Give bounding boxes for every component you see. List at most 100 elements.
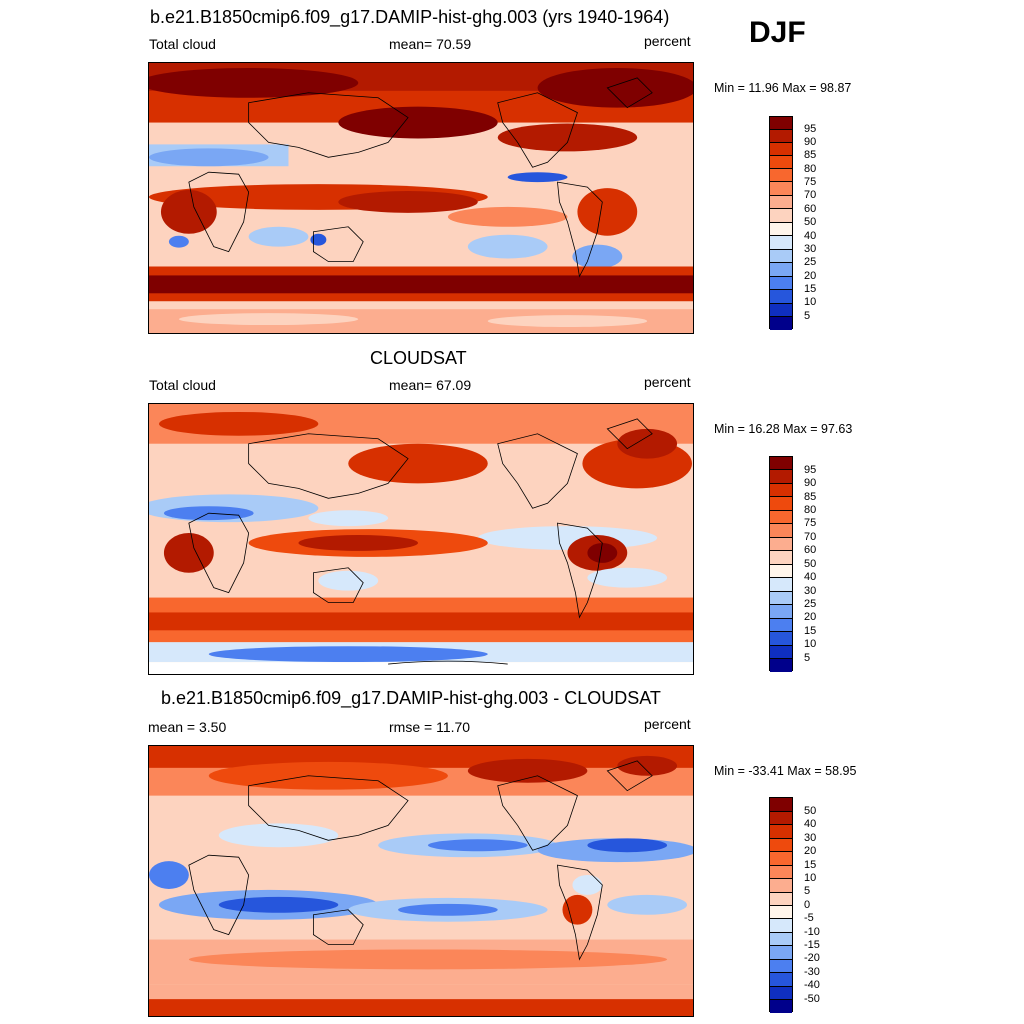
colorbar-swatch [770, 236, 792, 250]
panel-obs-variable-label: Total cloud [149, 377, 216, 393]
colorbar-label: 40 [804, 230, 817, 242]
panel-model-map [148, 62, 694, 334]
colorbar-swatch [770, 646, 792, 659]
colorbar-label: 30 [804, 832, 817, 844]
panel-diff-minmax: Min = -33.41 Max = 58.95 [714, 764, 857, 778]
colorbar-label: -40 [804, 979, 820, 991]
colorbar-swatch [770, 470, 792, 484]
colorbar-label: 50 [804, 805, 817, 817]
panel-diff-rmse-label: rmse = 11.70 [389, 719, 471, 735]
colorbar-label: 25 [804, 256, 817, 268]
colorbar-label: 80 [804, 163, 817, 175]
colorbar-label: 50 [804, 558, 817, 570]
colorbar-swatch [770, 973, 792, 987]
panel-model-units-label: percent [644, 33, 691, 49]
colorbar-swatch [770, 619, 792, 632]
colorbar-label: 50 [804, 216, 817, 228]
panel-obs-map [148, 403, 694, 675]
colorbar-swatch [770, 987, 792, 1000]
panel-obs-field [149, 404, 693, 674]
colorbar-swatch [770, 605, 792, 619]
panel-obs-title: CLOUDSAT [370, 348, 467, 368]
season-label: DJF [749, 16, 806, 49]
colorbar-swatch [770, 798, 792, 812]
panel-diff-units-label: percent [644, 716, 691, 732]
colorbar-label: 15 [804, 625, 817, 637]
colorbar-swatch [770, 866, 792, 879]
colorbar-label: 15 [804, 859, 817, 871]
colorbar-swatch [770, 919, 792, 933]
colorbar-swatch [770, 565, 792, 578]
colorbar-swatch [770, 511, 792, 524]
panel-diff-field [149, 746, 693, 1016]
colorbar-swatch [770, 497, 792, 511]
colorbar-swatch [770, 156, 792, 169]
colorbar-swatch [770, 317, 792, 330]
colorbar-swatch [770, 839, 792, 852]
colorbar-label: 15 [804, 283, 817, 295]
colorbar-label: 30 [804, 585, 817, 597]
colorbar-label: 10 [804, 296, 817, 308]
colorbar-swatch [770, 659, 792, 672]
colorbar-label: 20 [804, 611, 817, 623]
colorbar-label: -30 [804, 966, 820, 978]
colorbar-swatch [770, 130, 792, 143]
colorbar-swatch [770, 182, 792, 196]
colorbar-swatch [770, 879, 792, 893]
colorbar-label: 25 [804, 598, 817, 610]
panel-diff-map [148, 745, 694, 1017]
colorbar-label: 90 [804, 477, 817, 489]
colorbar-swatch [770, 290, 792, 304]
colorbar-label: 70 [804, 189, 817, 201]
colorbar-label: 95 [804, 123, 817, 135]
colorbar-label: 5 [804, 885, 811, 897]
colorbar-label: 10 [804, 638, 817, 650]
colorbar-label: 0 [804, 899, 811, 911]
colorbar-label: -10 [804, 926, 820, 938]
panel-model-minmax: Min = 11.96 Max = 98.87 [714, 81, 852, 95]
colorbar-swatch [770, 277, 792, 290]
colorbar-label: 85 [804, 149, 817, 161]
colorbar-label: 20 [804, 270, 817, 282]
colorbar-swatch [770, 551, 792, 565]
colorbar-swatch [770, 524, 792, 538]
panel-model-title: b.e21.B1850cmip6.f09_g17.DAMIP-hist-ghg.… [150, 7, 670, 27]
colorbar-label: -5 [804, 912, 814, 924]
colorbar-swatch [770, 263, 792, 277]
colorbar-label: 95 [804, 464, 817, 476]
colorbar-label: 80 [804, 504, 817, 516]
panel-model-mean-label: mean= 70.59 [389, 36, 472, 52]
colorbar-swatch [770, 632, 792, 646]
panel-obs-minmax: Min = 16.28 Max = 97.63 [714, 422, 853, 436]
colorbar-swatch [770, 825, 792, 839]
panel-model-field [149, 63, 693, 333]
colorbar-label: 20 [804, 845, 817, 857]
colorbar-swatch [770, 196, 792, 209]
colorbar-label: 60 [804, 544, 817, 556]
colorbar-label: 60 [804, 203, 817, 215]
panel-model-colorbar [769, 116, 793, 330]
colorbar-label: 40 [804, 571, 817, 583]
panel-obs-units-label: percent [644, 374, 691, 390]
colorbar-label: 30 [804, 243, 817, 255]
colorbar-swatch [770, 592, 792, 605]
panel-diff-title: b.e21.B1850cmip6.f09_g17.DAMIP-hist-ghg.… [161, 688, 661, 708]
panel-diff-colorbar [769, 797, 793, 1013]
colorbar-swatch [770, 484, 792, 497]
colorbar-swatch [770, 852, 792, 866]
colorbar-label: -15 [804, 939, 820, 951]
colorbar-label: 70 [804, 531, 817, 543]
colorbar-swatch [770, 538, 792, 551]
colorbar-swatch [770, 223, 792, 236]
colorbar-label: -20 [804, 952, 820, 964]
colorbar-swatch [770, 933, 792, 946]
colorbar-swatch [770, 169, 792, 182]
panel-model-variable-label: Total cloud [149, 36, 216, 52]
colorbar-label: -50 [804, 993, 820, 1005]
colorbar-label: 5 [804, 652, 811, 664]
colorbar-swatch [770, 960, 792, 973]
colorbar-swatch [770, 812, 792, 825]
colorbar-swatch [770, 893, 792, 906]
panel-obs-mean-label: mean= 67.09 [389, 377, 472, 393]
colorbar-swatch [770, 209, 792, 223]
